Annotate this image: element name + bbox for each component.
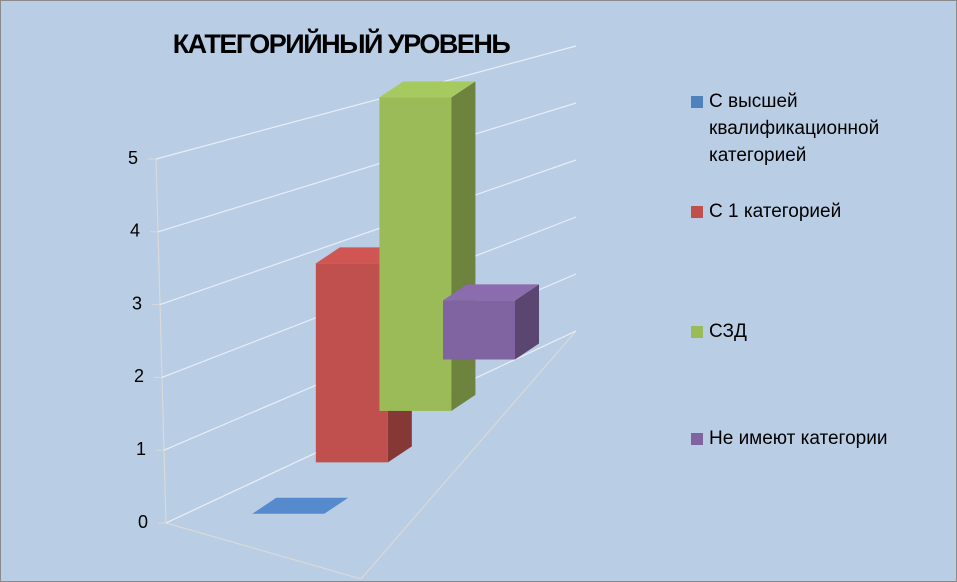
legend-swatch: [691, 96, 703, 108]
grid-line: [155, 45, 577, 160]
legend-swatch: [691, 326, 703, 338]
bar-3d: [379, 81, 476, 411]
legend-swatch: [691, 206, 703, 218]
chart-title: КАТЕГОРИЙНЫЙ УРОВЕНЬ: [173, 28, 511, 59]
y-tick-label: 2: [134, 366, 144, 386]
y-tick-label: 4: [130, 221, 140, 241]
bar-top: [379, 81, 476, 98]
bar: [443, 300, 516, 360]
legend-swatch: [691, 433, 703, 445]
legend-item: С 1 категорией: [691, 198, 951, 225]
bar-3d: [443, 284, 540, 360]
grid-line: [159, 159, 577, 306]
bar-side: [515, 284, 540, 360]
y-tick-label: 5: [128, 148, 138, 168]
grid-line: [157, 102, 577, 233]
bar-3d: [252, 497, 349, 514]
legend-item: Не имеют категории: [691, 425, 951, 452]
bar: [379, 97, 452, 411]
y-axis: [155, 158, 167, 524]
legend-label: С 1 категорией: [709, 201, 842, 222]
y-tick-label: 3: [132, 293, 142, 313]
y-tick-label: 1: [136, 439, 146, 459]
bar-top: [252, 497, 349, 514]
bar: [315, 263, 388, 463]
legend-item: С высшей квалификационной категорией: [691, 88, 951, 169]
y-tick-label: 0: [138, 512, 148, 532]
legend-label: Не имеют категории: [709, 428, 888, 449]
bar-top: [443, 284, 540, 301]
legend-label: С высшей квалификационной категорией: [709, 91, 880, 166]
legend-label: СЗД: [709, 321, 747, 342]
legend-item: СЗД: [691, 318, 951, 345]
bar-side: [451, 81, 476, 411]
